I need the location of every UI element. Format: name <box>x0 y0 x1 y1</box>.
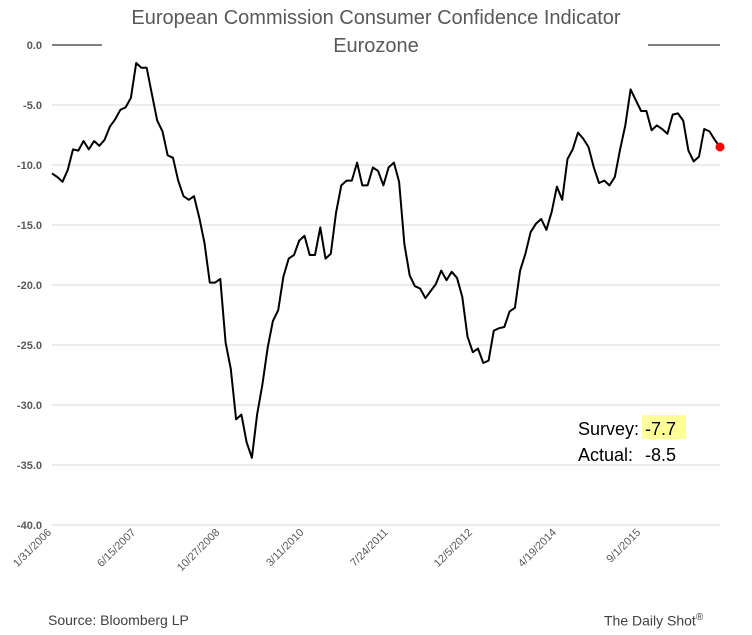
actual-value: -8.5 <box>645 445 676 465</box>
y-tick-label: -20.0 <box>17 280 42 292</box>
x-tick-label: 7/24/2011 <box>348 527 391 570</box>
x-tick-label: 3/11/2010 <box>264 527 307 570</box>
x-tick-label: 9/1/2015 <box>604 527 643 566</box>
y-tick-label: -10.0 <box>17 160 42 172</box>
y-tick-label: -35.0 <box>17 460 42 472</box>
survey-value: -7.7 <box>645 419 676 439</box>
series-line <box>51 62 721 459</box>
x-tick-label: 6/15/2007 <box>95 527 138 570</box>
y-tick-label: -25.0 <box>17 340 42 352</box>
x-tick-label: 1/31/2006 <box>11 527 54 570</box>
brand-note: The Daily Shot® <box>604 612 703 629</box>
x-tick-label: 4/19/2014 <box>516 527 559 570</box>
y-tick-label: 0.0 <box>27 40 42 52</box>
brand-text: The Daily Shot <box>604 612 696 629</box>
y-tick-label: -5.0 <box>23 100 42 112</box>
actual-label: Actual: <box>578 445 633 465</box>
x-tick-label: 12/5/2012 <box>432 527 475 570</box>
y-tick-label: -15.0 <box>17 220 42 232</box>
registered-mark: ® <box>695 612 704 623</box>
chart-title: European Commission Consumer Confidence … <box>131 7 620 29</box>
x-axis: 1/31/2006 6/15/2007 10/27/2008 3/11/2010 7/2… <box>11 527 643 574</box>
series-group <box>51 62 725 459</box>
y-tick-label: -40.0 <box>17 520 42 532</box>
latest-point-marker <box>715 142 725 152</box>
source-text: Source: Bloomberg LP <box>48 612 189 628</box>
survey-label: Survey: <box>578 419 639 439</box>
y-tick-label: -30.0 <box>17 400 42 412</box>
chart-subtitle: Eurozone <box>333 35 419 57</box>
survey-value-highlight <box>642 415 686 439</box>
source-note: Source: Bloomberg LP <box>48 612 189 628</box>
x-tick-label: 10/27/2008 <box>175 527 222 574</box>
y-axis: 0.0 -5.0 -10.0 -15.0 -20.0 -25.0 -30.0 -35.0 -40… <box>17 40 42 532</box>
gridlines <box>52 44 720 526</box>
